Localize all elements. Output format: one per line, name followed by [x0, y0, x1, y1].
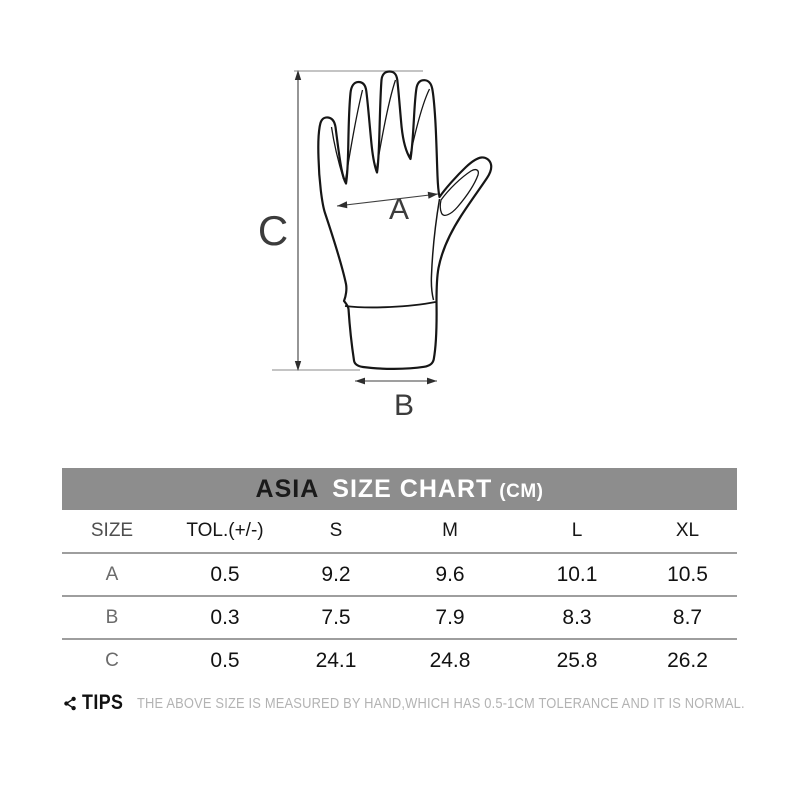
- cell-b-m: 7.9: [435, 605, 465, 629]
- cell-a-s: 9.2: [321, 562, 351, 586]
- size-table-header-row: SIZE TOL.(+/-) S M L XL: [62, 510, 737, 553]
- dim-a-arrow-right: [427, 191, 438, 199]
- row-label-a: A: [105, 563, 119, 585]
- column-header-size: SIZE: [90, 520, 134, 541]
- dim-label-c: C: [258, 207, 288, 254]
- column-header-xl: XL: [675, 520, 700, 541]
- dim-b-arrow-left: [355, 377, 365, 385]
- palm-side-seam-line: [430, 198, 441, 301]
- dim-label-a: A: [389, 193, 409, 226]
- dim-label-b: B: [394, 389, 414, 422]
- column-header-m: M: [442, 520, 458, 541]
- title-main: SIZE CHART: [332, 474, 493, 503]
- size-table: SIZE TOL.(+/-) S M L XL A 0.5 9.2 9.6 10…: [62, 510, 737, 682]
- cell-c-s: 24.1: [315, 649, 357, 672]
- middle-finger-seam-line: [375, 79, 397, 170]
- size-chart-title-bar: ASIA SIZE CHART (CM): [62, 468, 737, 510]
- column-header-l: L: [571, 520, 583, 541]
- tips-label: TIPS: [82, 691, 124, 714]
- column-header-s: S: [329, 520, 343, 541]
- dim-c-arrow-bottom: [294, 361, 302, 371]
- dim-b-arrow-right: [427, 377, 437, 385]
- pinky-seam-line: [330, 126, 345, 180]
- glove-outline: [317, 70, 493, 370]
- cell-a-l: 10.1: [556, 562, 598, 586]
- dim-c-arrow-top: [294, 70, 302, 80]
- size-chart-title: ASIA SIZE CHART (CM): [256, 475, 544, 504]
- index-finger-seam-line: [409, 88, 431, 157]
- cell-b-tol: 0.3: [210, 605, 240, 629]
- title-unit: (CM): [499, 480, 544, 502]
- cell-b-l: 8.3: [562, 605, 592, 629]
- tips-text: THE ABOVE SIZE IS MEASURED BY HAND,WHICH…: [136, 694, 745, 712]
- cell-a-tol: 0.5: [210, 562, 240, 586]
- column-header-tolerance: TOL.(+/-): [186, 520, 264, 541]
- table-row: B 0.3 7.5 7.9 8.3 8.7: [62, 596, 737, 639]
- share-icon: [64, 696, 76, 710]
- cell-c-l: 25.8: [556, 649, 598, 672]
- cell-a-xl: 10.5: [667, 562, 708, 586]
- glove-measurement-diagram: C A B: [258, 70, 493, 422]
- size-chart-section: ASIA SIZE CHART (CM) SIZE TOL.(+/-) S M …: [62, 468, 744, 715]
- table-row: A 0.5 9.2 9.6 10.1 10.5: [62, 553, 737, 596]
- dim-a-arrow-left: [337, 201, 348, 209]
- cell-b-s: 7.5: [321, 605, 351, 629]
- title-region: ASIA: [255, 474, 320, 503]
- row-label-b: B: [105, 606, 119, 628]
- thumb-seam-loop: [439, 168, 479, 216]
- ring-finger-seam-line: [344, 89, 364, 181]
- tips-row: TIPS THE ABOVE SIZE IS MEASURED BY HAND,…: [62, 691, 744, 715]
- row-label-c: C: [105, 650, 119, 671]
- cell-b-xl: 8.7: [672, 605, 703, 629]
- cell-c-xl: 26.2: [667, 649, 708, 672]
- cell-c-m: 24.8: [429, 649, 471, 672]
- cuff-seam-line: [344, 301, 436, 309]
- cell-c-tol: 0.5: [210, 649, 240, 672]
- cell-a-m: 9.6: [435, 562, 465, 586]
- dim-a-line: [336, 193, 439, 207]
- table-row: C 0.5 24.1 24.8 25.8 26.2: [62, 639, 737, 682]
